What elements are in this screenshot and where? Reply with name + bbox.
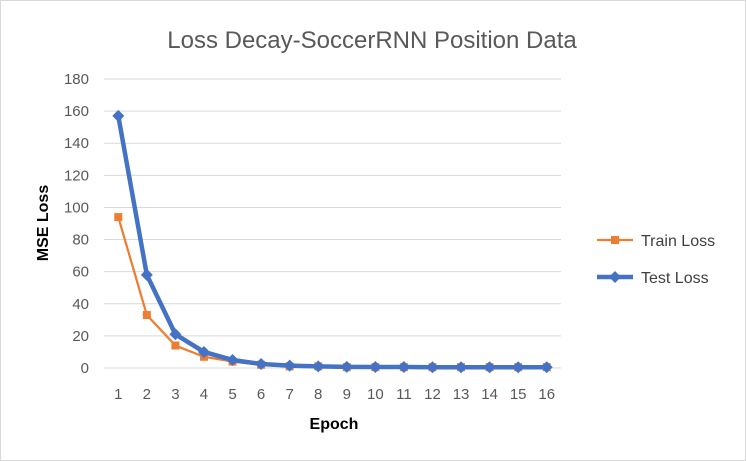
data-point [483, 361, 496, 374]
data-point [112, 109, 125, 122]
y-axis-ticks: 0 20 40 60 80 100 120 140 160 180 [64, 71, 89, 377]
x-tick-label: 11 [396, 386, 412, 403]
data-point [540, 361, 553, 374]
series-group [112, 109, 553, 374]
x-tick-label: 8 [314, 386, 322, 403]
x-tick-label: 4 [200, 386, 208, 403]
x-tick-label: 6 [257, 386, 265, 403]
y-tick-label: 120 [64, 167, 89, 184]
data-point [369, 361, 382, 374]
y-tick-label: 20 [72, 328, 89, 345]
x-tick-label: 12 [424, 386, 441, 403]
y-tick-label: 160 [64, 103, 89, 120]
data-point [397, 361, 410, 374]
x-tick-label: 16 [538, 386, 555, 403]
series-train-loss [114, 213, 551, 372]
data-point [312, 360, 325, 373]
data-point [340, 360, 353, 373]
data-point [455, 361, 468, 374]
x-tick-label: 13 [453, 386, 470, 403]
data-point [283, 359, 296, 372]
legend-item: Train Loss [597, 233, 715, 250]
legend-item: Test Loss [597, 270, 709, 287]
x-axis-ticks: 1 2 3 4 5 6 7 8 9 10 11 12 13 14 15 16 [114, 386, 555, 403]
data-point [255, 357, 268, 370]
x-tick-label: 14 [481, 386, 498, 403]
data-point [226, 353, 239, 366]
x-axis-title: Epoch [310, 416, 359, 433]
y-tick-label: 100 [64, 199, 89, 216]
x-tick-label: 3 [171, 386, 179, 403]
chart-title: Loss Decay-SoccerRNN Position Data [167, 27, 577, 54]
x-tick-label: 2 [143, 386, 151, 403]
series-line [116, 115, 547, 370]
x-tick-label: 15 [510, 386, 527, 403]
legend-label: Test Loss [641, 270, 709, 287]
x-tick-label: 10 [367, 386, 384, 403]
legend-marker [611, 236, 619, 244]
y-tick-label: 60 [72, 264, 89, 281]
y-tick-label: 0 [81, 360, 89, 377]
x-tick-label: 5 [228, 386, 236, 403]
y-axis-title: MSE Loss [35, 185, 52, 262]
series-test-loss [112, 109, 553, 374]
x-tick-label: 7 [285, 386, 293, 403]
x-tick-label: 1 [114, 386, 122, 403]
data-point [169, 328, 182, 341]
legend: Train Loss Test Loss [597, 233, 715, 287]
y-tick-label: 140 [64, 135, 89, 152]
data-point [140, 268, 153, 281]
legend-marker [609, 271, 621, 283]
data-point [171, 341, 180, 350]
data-point [426, 361, 439, 374]
y-tick-label: 80 [72, 232, 89, 249]
x-tick-label: 9 [343, 386, 351, 403]
y-tick-label: 180 [64, 71, 89, 88]
data-point [512, 361, 525, 374]
data-point [142, 311, 151, 320]
data-point [197, 345, 210, 358]
y-tick-label: 40 [72, 296, 89, 313]
data-point [114, 213, 123, 222]
legend-label: Train Loss [641, 233, 715, 250]
